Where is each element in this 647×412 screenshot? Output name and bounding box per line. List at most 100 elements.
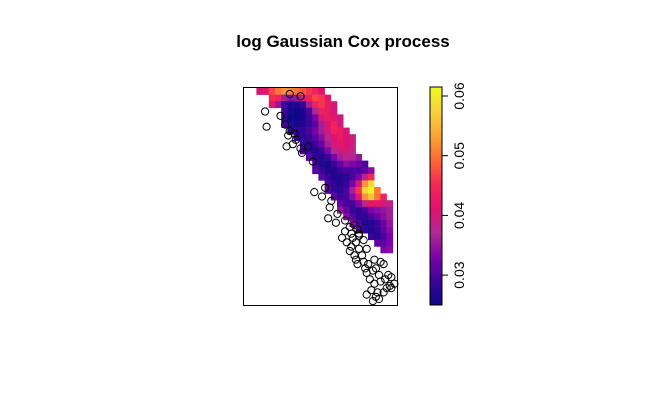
data-point: [285, 127, 294, 136]
field-cell: [287, 107, 294, 115]
field-cell: [349, 187, 356, 194]
field-cell: [368, 220, 375, 227]
field-cell: [374, 213, 381, 221]
data-point: [374, 294, 384, 304]
field-cell: [299, 101, 307, 109]
data-point: [325, 203, 334, 212]
field-cell: [374, 233, 381, 241]
field-cell: [361, 173, 369, 181]
data-point: [353, 260, 362, 269]
field-cell: [337, 147, 344, 155]
field-cell: [281, 94, 288, 102]
field-cell: [343, 173, 350, 181]
field-cell: [318, 167, 325, 175]
field-cell: [349, 140, 356, 148]
data-point: [342, 238, 351, 247]
data-point: [362, 290, 371, 299]
field-cell: [312, 154, 319, 161]
field-cell: [312, 114, 319, 122]
field-cell: [368, 213, 375, 221]
field-cell: [343, 147, 350, 155]
data-point: [370, 279, 379, 288]
data-point: [368, 297, 377, 306]
field-cell: [368, 206, 375, 214]
data-point: [296, 92, 305, 101]
field-cell: [287, 114, 294, 122]
field-cell: [256, 88, 263, 95]
field-cell: [368, 180, 375, 188]
field-cell: [337, 121, 344, 128]
field-cell: [374, 206, 381, 214]
field-cell: [287, 121, 294, 128]
field-cell: [330, 187, 338, 194]
legend-tick-label: 0.05: [451, 142, 467, 169]
field-cell: [299, 140, 307, 148]
field-cell: [299, 107, 307, 115]
field-cell: [330, 114, 338, 122]
field-cell: [355, 160, 363, 168]
field-cell: [330, 121, 338, 128]
data-point: [387, 284, 396, 293]
field-cell: [318, 94, 325, 102]
field-cell: [312, 94, 319, 102]
data-point: [345, 246, 354, 256]
field-cell: [312, 107, 319, 115]
field-cell: [343, 193, 350, 201]
field-cell: [374, 239, 381, 247]
field-cell: [355, 187, 363, 194]
legend-tick-label: 0.04: [451, 202, 467, 229]
data-point: [347, 229, 356, 238]
field-cell: [349, 193, 356, 201]
data-point: [296, 144, 305, 153]
field-cell: [374, 193, 381, 201]
field-cell: [281, 101, 288, 109]
field-cell: [380, 200, 387, 208]
field-cell: [324, 173, 332, 181]
legend-frame: [429, 86, 443, 306]
field-cell: [355, 180, 363, 188]
field-cell: [380, 213, 387, 221]
field-cell: [349, 134, 356, 142]
data-point: [333, 209, 342, 218]
field-cell: [380, 226, 387, 234]
field-cell: [287, 94, 294, 102]
field-cell: [299, 121, 307, 128]
field-cell: [355, 167, 363, 175]
point-pattern: [261, 89, 399, 306]
field-cell: [386, 233, 394, 241]
data-point: [261, 107, 270, 116]
data-point: [282, 142, 291, 151]
field-cell: [343, 180, 350, 188]
field-cell: [337, 200, 344, 208]
field-cell: [349, 167, 356, 175]
field-cell: [361, 200, 369, 208]
field-cell: [324, 114, 332, 122]
field-cell: [306, 140, 313, 148]
data-point: [351, 255, 360, 264]
field-cell: [374, 200, 381, 208]
field-cell: [312, 88, 319, 95]
data-point: [364, 260, 373, 269]
field-cell: [306, 114, 313, 122]
field-cell: [306, 134, 313, 142]
field-cell: [293, 114, 301, 122]
field-cell: [337, 173, 344, 181]
field-cell: [293, 121, 301, 128]
field-cell: [337, 193, 344, 201]
field-cell: [330, 101, 338, 109]
data-point: [379, 260, 388, 269]
color-legend: 0.03 0.04 0.05 0.06: [429, 82, 467, 306]
legend-tick-label: 0.03: [451, 261, 467, 288]
field-cell: [343, 127, 350, 135]
field-cell: [361, 226, 369, 234]
field-cell: [361, 167, 369, 175]
field-cell: [349, 213, 356, 221]
field-cell: [337, 187, 344, 194]
field-cell: [349, 200, 356, 208]
field-cell: [299, 127, 307, 135]
field-cell: [380, 246, 387, 254]
field-cell: [380, 233, 387, 241]
field-cell: [374, 220, 381, 227]
field-cell: [324, 180, 332, 188]
field-cell: [281, 107, 288, 115]
